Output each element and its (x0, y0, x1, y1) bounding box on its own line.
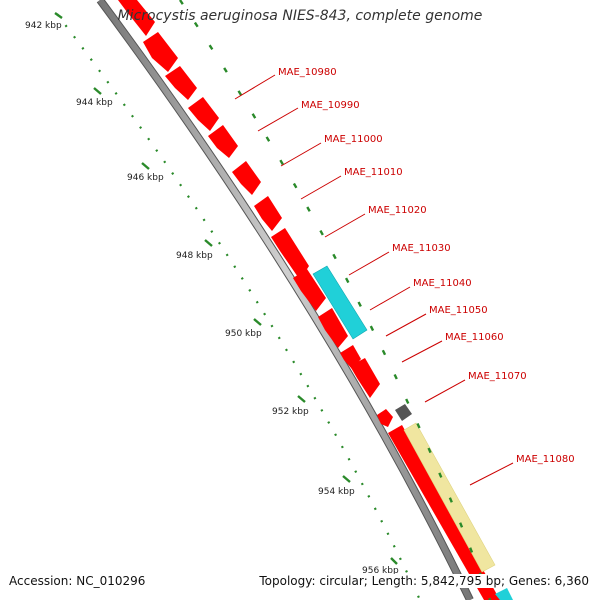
cds-feature[interactable] (165, 66, 197, 100)
cds-feature[interactable] (188, 97, 219, 131)
gene-label[interactable]: MAE_11080 (516, 454, 575, 465)
label-leader-line (324, 213, 366, 238)
gene-label[interactable]: MAE_11000 (324, 134, 383, 145)
map-title: Microcystis aeruginosa NIES-843, complet… (117, 8, 483, 24)
gene-label[interactable]: MAE_11030 (392, 243, 451, 254)
scale-major-tick (342, 475, 351, 483)
cds-feature[interactable] (254, 196, 282, 231)
misc-feature[interactable] (403, 422, 496, 573)
cds-track (118, 0, 500, 600)
cds-feature[interactable] (208, 125, 238, 158)
gene-label[interactable]: MAE_10980 (278, 67, 337, 78)
label-leader-line (257, 107, 299, 132)
genome-summary-text: Topology: circular; Length: 5,842,795 bp… (259, 574, 589, 588)
label-leader-line (369, 286, 411, 311)
rna-feature[interactable] (495, 588, 513, 600)
cds-feature[interactable] (318, 308, 348, 348)
label-leader-line (424, 379, 466, 403)
scale-major-tick (141, 162, 150, 170)
scale-major-tick (54, 12, 63, 19)
gene-label[interactable]: MAE_11070 (468, 371, 527, 382)
label-leader-line (385, 313, 427, 337)
gene-label[interactable]: MAE_11050 (429, 305, 488, 316)
kbp-label: 956 kbp (362, 566, 399, 576)
small-feature[interactable] (395, 404, 412, 421)
gene-label[interactable]: MAE_11010 (344, 167, 403, 178)
gene-label[interactable]: MAE_10990 (301, 100, 360, 111)
gene-label[interactable]: MAE_11060 (445, 332, 504, 343)
rna-feature[interactable] (312, 265, 368, 340)
label-leader-line (469, 462, 514, 486)
cds-feature[interactable] (350, 358, 380, 398)
cds-feature[interactable] (377, 409, 393, 427)
label-leader-line (300, 175, 342, 200)
scale-major-tick (253, 318, 262, 326)
scale-major-tick (390, 557, 398, 565)
gene-label[interactable]: MAE_11020 (368, 205, 427, 216)
kbp-label: 942 kbp (25, 21, 62, 31)
cds-feature[interactable] (271, 228, 309, 280)
scale-major-tick (297, 395, 306, 403)
kbp-label: 952 kbp (272, 407, 309, 417)
cds-feature[interactable] (293, 269, 326, 311)
kbp-label: 946 kbp (127, 173, 164, 183)
kbp-label: 948 kbp (176, 251, 213, 261)
genome-backbone (97, 0, 473, 600)
scale-ring: 942 kbp 944 kbp 946 kbp 948 kbp 950 kbp … (25, 12, 421, 600)
cds-feature[interactable] (388, 425, 500, 600)
label-leader-line (234, 74, 276, 100)
scale-ring-minor-ticks (56, 13, 421, 600)
kbp-label: 954 kbp (318, 487, 355, 497)
cds-feature[interactable] (118, 0, 155, 36)
label-leader-line (348, 251, 390, 276)
cds-feature[interactable] (232, 161, 261, 195)
genome-backbone-edge (96, 0, 474, 600)
accession-text: Accession: NC_010296 (9, 574, 146, 588)
cds-feature[interactable] (143, 32, 178, 72)
label-leaders (234, 74, 514, 486)
label-leader-line (280, 142, 322, 167)
label-leader-line (401, 340, 443, 363)
kbp-label: 944 kbp (76, 98, 113, 108)
gene-label[interactable]: MAE_11040 (413, 278, 472, 289)
scale-major-tick (93, 87, 102, 95)
gene-labels: MAE_10980 MAE_10990 MAE_11000 MAE_11010 … (278, 67, 575, 465)
kbp-label: 950 kbp (225, 329, 262, 339)
scale-major-tick (204, 239, 213, 247)
